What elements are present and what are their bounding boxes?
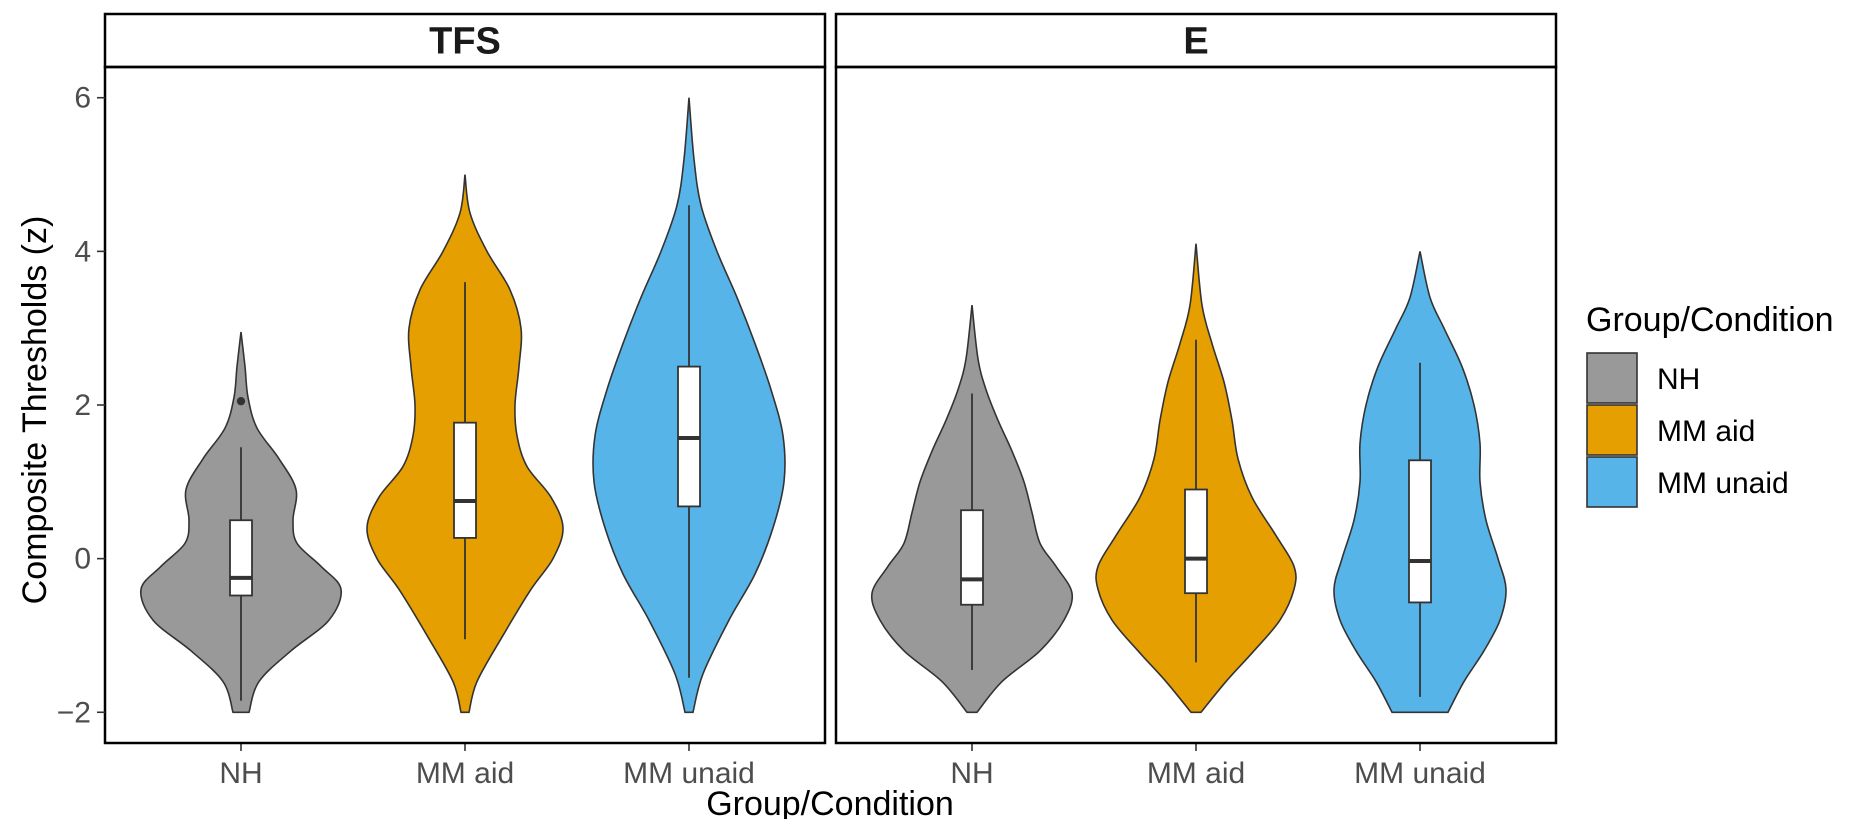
legend-key <box>1586 456 1638 508</box>
x-tick-label: MM unaid <box>623 757 755 790</box>
violin-group <box>139 331 343 714</box>
iqr-box <box>960 509 984 606</box>
legend-key <box>1586 404 1638 456</box>
y-tick-label: 4 <box>74 235 91 268</box>
panel-strip-title: E <box>1183 21 1208 63</box>
x-tick-label: MM aid <box>1147 757 1245 790</box>
legend-item: MM aid <box>1586 404 1755 456</box>
legend-label: MM unaid <box>1657 467 1789 500</box>
legend-item: NH <box>1586 352 1700 404</box>
panel-e: E NH MM aid MM unaid <box>834 12 1558 790</box>
iqr-box <box>1408 459 1432 604</box>
y-tick-label: −2 <box>57 696 91 729</box>
violin-group <box>870 305 1074 714</box>
x-tick-label: MM aid <box>416 757 514 790</box>
panel-border <box>834 65 1558 745</box>
iqr-box <box>453 421 477 539</box>
panel-strip-title: TFS <box>429 21 501 63</box>
violin-group <box>592 97 786 714</box>
legend-title: Group/Condition <box>1586 301 1834 339</box>
legend: NH MM aid MM unaid <box>1586 352 1789 508</box>
x-tick-label: NH <box>219 757 262 790</box>
panel-strip <box>834 12 1558 69</box>
violin-group <box>1333 251 1507 714</box>
y-axis-title: Composite Thresholds (z) <box>16 216 54 605</box>
legend-label: MM aid <box>1657 415 1755 448</box>
panel-strip <box>103 12 827 69</box>
iqr-box <box>229 519 253 597</box>
y-tick-label: 6 <box>74 82 91 115</box>
legend-item: MM unaid <box>1586 456 1789 508</box>
legend-key <box>1586 352 1638 404</box>
x-tick-label: MM unaid <box>1354 757 1486 790</box>
legend-label: NH <box>1657 363 1700 396</box>
outlier-point <box>236 396 246 406</box>
panel-tfs: TFS NH MM aid MM unaid <box>103 12 827 790</box>
x-tick-label: NH <box>950 757 993 790</box>
violin-group <box>1095 243 1297 714</box>
iqr-box <box>1184 488 1208 595</box>
x-axis-title: Group/Condition <box>706 785 954 819</box>
violin-group <box>366 174 564 714</box>
y-tick-label: 2 <box>74 389 91 422</box>
y-tick-label: 0 <box>74 543 91 576</box>
y-axis: −2 0 2 4 6 <box>57 82 105 729</box>
